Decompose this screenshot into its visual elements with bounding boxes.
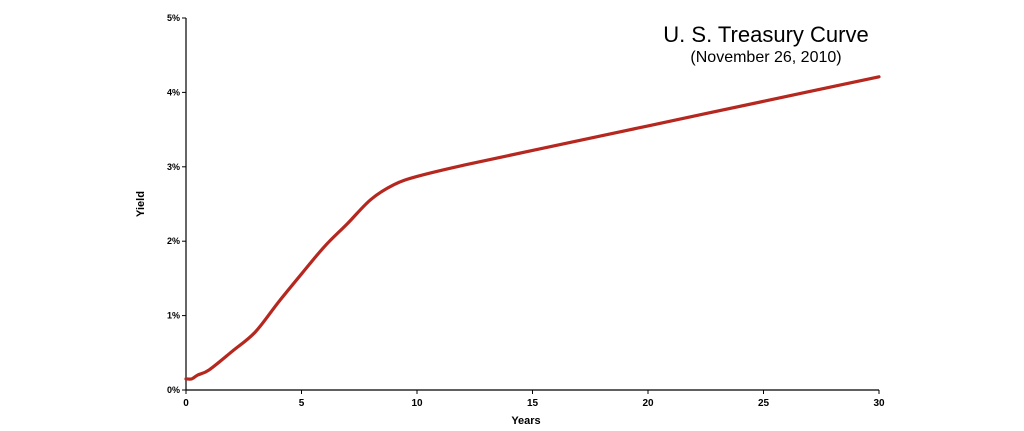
y-tick-label: 3%: [167, 162, 180, 172]
y-tick-label: 2%: [167, 236, 180, 246]
chart-title: U. S. Treasury Curve: [663, 22, 868, 47]
x-tick-label: 15: [527, 398, 539, 409]
chart-subtitle: (November 26, 2010): [690, 49, 841, 66]
axes: [185, 18, 879, 391]
series-layer: [184, 75, 881, 381]
x-axis-label: Years: [511, 415, 540, 427]
x-tick-label: 5: [299, 398, 305, 409]
y-tick-label: 1%: [167, 311, 180, 321]
x-tick-label: 10: [411, 398, 423, 409]
x-ticks: 0 5 10 15 20 25 30: [183, 390, 885, 409]
y-tick-label: 5%: [167, 13, 180, 23]
y-tick-label: 4%: [167, 87, 180, 97]
yield-curve-line: [184, 75, 881, 381]
y-axis-label: Yield: [135, 191, 147, 217]
x-tick-label: 25: [758, 398, 770, 409]
x-tick-label: 20: [642, 398, 654, 409]
y-tick-label: 0%: [167, 385, 180, 395]
x-tick-label: 30: [873, 398, 885, 409]
x-tick-label: 0: [183, 398, 189, 409]
y-ticks: 0% 1% 2% 3% 4% 5%: [167, 13, 186, 395]
